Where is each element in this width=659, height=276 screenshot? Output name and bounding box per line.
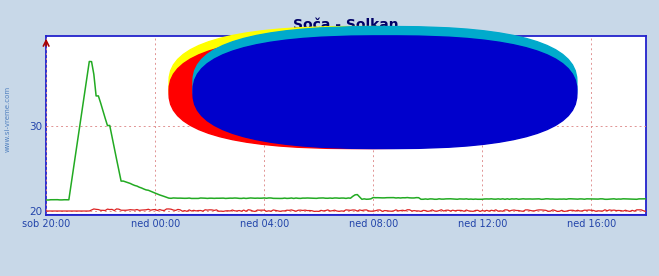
FancyBboxPatch shape bbox=[193, 36, 577, 148]
FancyBboxPatch shape bbox=[193, 26, 577, 144]
Text: www.si-vreme.com: www.si-vreme.com bbox=[198, 108, 494, 136]
FancyBboxPatch shape bbox=[169, 36, 553, 148]
Text: www.si-vreme.com: www.si-vreme.com bbox=[5, 86, 11, 152]
FancyBboxPatch shape bbox=[169, 26, 553, 144]
Title: Soča - Solkan: Soča - Solkan bbox=[293, 18, 399, 32]
